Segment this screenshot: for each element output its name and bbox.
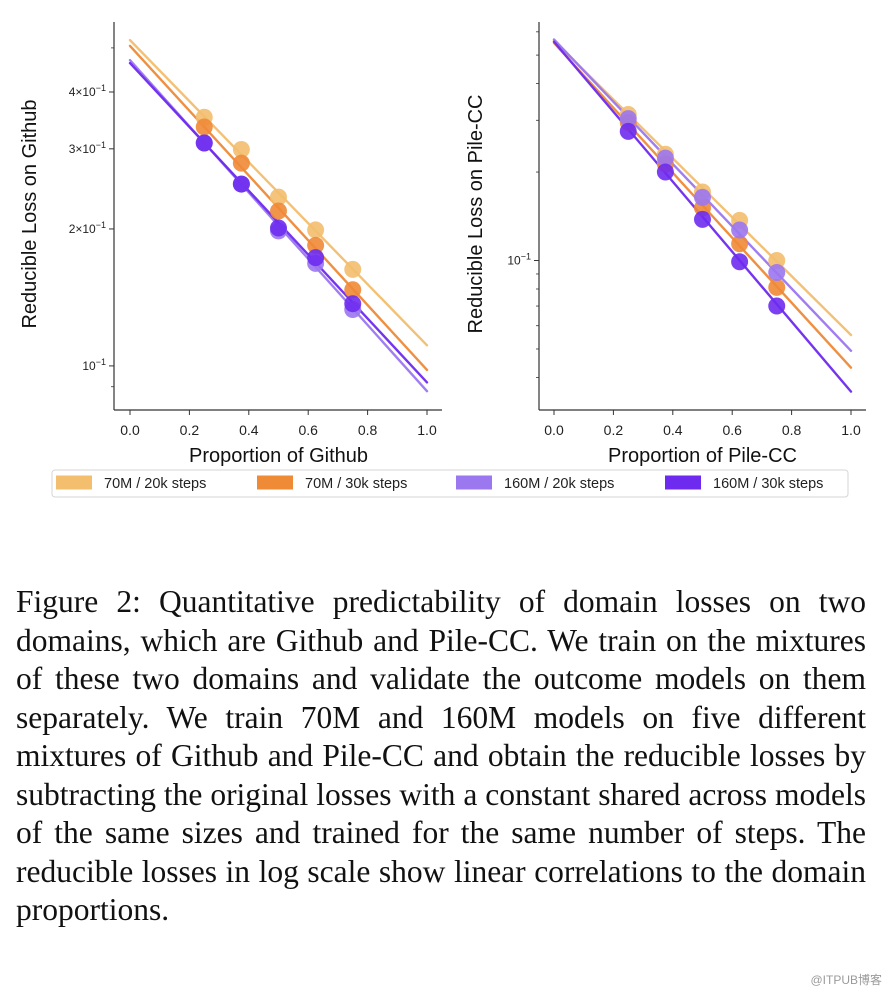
data-point — [270, 219, 287, 237]
x-tick-label: 0.0 — [544, 422, 564, 438]
data-point — [619, 110, 637, 128]
legend-label: 70M / 20k steps — [104, 476, 206, 492]
data-point — [270, 202, 287, 220]
legend-swatch — [456, 475, 492, 490]
y-tick-label: 3×10−1 — [69, 140, 106, 156]
y-tick-label: 4×10−1 — [69, 83, 106, 99]
data-point — [344, 281, 362, 299]
data-point — [307, 249, 325, 267]
data-point — [619, 122, 637, 140]
y-axis-label: Reducible Loss on Pile-CC — [465, 94, 487, 333]
y-axis-label: Reducible Loss on Github — [19, 99, 41, 328]
data-point — [731, 221, 749, 239]
chart-pile-cc: 0.0 0.2 0.4 0.6 0.8 1.0 10−1 Proportion of Pile… — [465, 22, 866, 467]
data-point — [195, 134, 213, 152]
data-point — [656, 163, 674, 181]
data-point — [731, 235, 749, 253]
data-point — [694, 210, 711, 228]
chart-github: 0.0 0.2 0.4 0.6 0.8 1.0 10−1 2×10−1 3×10−1 4×10−1… — [19, 22, 442, 467]
data-point — [307, 236, 325, 254]
data-point — [768, 252, 786, 270]
legend-swatch — [665, 475, 701, 490]
legend-swatch — [257, 475, 293, 490]
x-tick-label: 1.0 — [841, 422, 861, 438]
data-point — [656, 149, 674, 167]
x-tick-label: 0.6 — [298, 422, 318, 438]
x-tick-label: 0.8 — [782, 422, 802, 438]
y-tick-label: 10−1 — [82, 357, 106, 373]
legend-label: 160M / 20k steps — [504, 476, 614, 492]
data-point — [232, 140, 250, 158]
data-point — [232, 154, 250, 172]
x-tick-label: 0.2 — [604, 422, 624, 438]
data-point — [232, 175, 250, 193]
data-point — [768, 278, 786, 296]
x-tick-label: 0.2 — [180, 422, 200, 438]
data-point — [768, 264, 786, 282]
x-tick-label: 0.4 — [239, 422, 259, 438]
data-point — [270, 188, 287, 206]
y-tick-label: 2×10−1 — [69, 220, 106, 236]
legend-frame — [51, 469, 849, 498]
data-point — [731, 253, 749, 271]
x-tick-label: 0.6 — [722, 422, 742, 438]
legend-label: 160M / 30k steps — [713, 476, 823, 492]
x-axis-label: Proportion of Github — [189, 445, 368, 467]
data-point — [768, 297, 786, 315]
figure: 0.0 0.2 0.4 0.6 0.8 1.0 10−1 2×10−1 3×10−1 4×10−1… — [19, 22, 866, 498]
x-tick-label: 1.0 — [417, 422, 437, 438]
x-axis-label: Proportion of Pile-CC — [608, 445, 797, 467]
data-point — [344, 260, 362, 278]
legend-swatch — [56, 475, 92, 490]
y-tick-label: 10−1 — [507, 252, 531, 268]
legend: 70M / 20k steps 70M / 30k steps 160M / 20k… — [51, 469, 849, 498]
x-tick-label: 0.8 — [358, 422, 378, 438]
figure-caption: Figure 2: Quantitative predictability of… — [16, 584, 866, 927]
data-point — [195, 118, 213, 136]
data-point — [307, 221, 325, 239]
watermark: @ITPUB博客 — [810, 973, 882, 987]
x-tick-label: 0.0 — [120, 422, 140, 438]
x-tick-label: 0.4 — [663, 422, 683, 438]
data-point — [694, 188, 711, 206]
legend-label: 70M / 30k steps — [305, 476, 407, 492]
data-point — [344, 295, 362, 313]
